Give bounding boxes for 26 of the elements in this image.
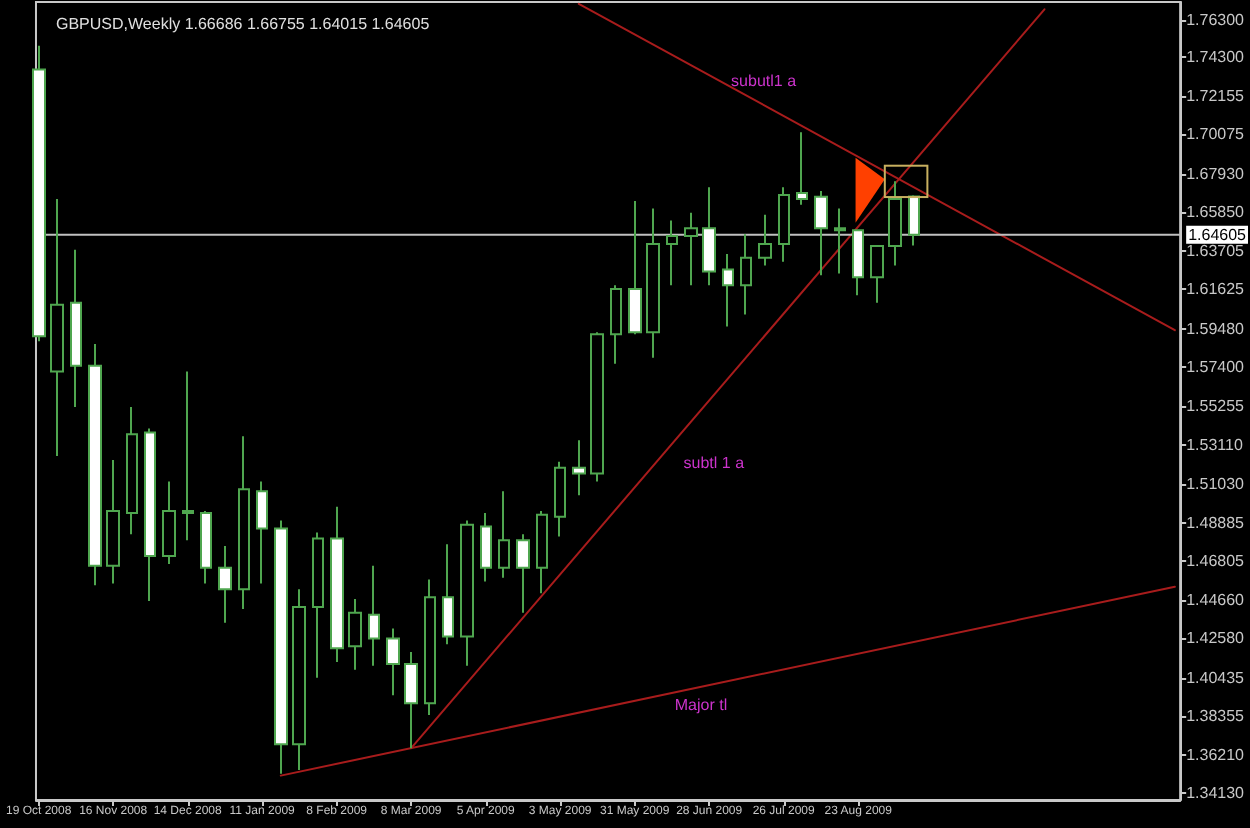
text: GBPUSD,Weekly 1.66686 1.66755 1.64015 1.64605 — [56, 15, 431, 33]
ref-line-label: 1.64605 — [1188, 225, 1248, 244]
series-label: subutl1 a — [731, 71, 798, 90]
y-tick-label: 1.65850 — [1186, 202, 1246, 221]
y-tick-label: 1.42580 — [1186, 629, 1246, 648]
y-tick-label: 1.48885 — [1186, 513, 1246, 532]
series-label: Major tl — [674, 695, 728, 714]
y-tick-label: 1.74300 — [1186, 48, 1246, 66]
y-tick-label: 1.51030 — [1186, 474, 1246, 493]
y-tick-label: 1.70075 — [1186, 125, 1246, 144]
y-tick-label: 1.67930 — [1186, 164, 1246, 183]
y-tick-label: 1.44660 — [1186, 591, 1246, 610]
y-tick-label: 1.46805 — [1186, 552, 1246, 571]
y-tick-label: 1.36210 — [1186, 746, 1246, 765]
y-tick-label: 1.63705 — [1186, 242, 1246, 261]
series-label: subtl 1 a — [683, 454, 746, 473]
y-tick-label: 1.53110 — [1186, 436, 1244, 455]
y-tick-label: 1.40435 — [1186, 668, 1246, 687]
y-tick-label: 1.34130 — [1186, 784, 1246, 803]
y-tick-label: 1.59480 — [1186, 319, 1246, 338]
y-tick-label: 1.76300 — [1186, 11, 1246, 30]
y-tick-label: 1.55255 — [1186, 397, 1246, 416]
y-tick-label: 1.38355 — [1186, 706, 1246, 725]
y-tick-label: 1.57400 — [1186, 357, 1246, 376]
y-tick-label: 1.72155 — [1186, 87, 1246, 106]
y-tick-label: 1.61625 — [1186, 280, 1246, 299]
